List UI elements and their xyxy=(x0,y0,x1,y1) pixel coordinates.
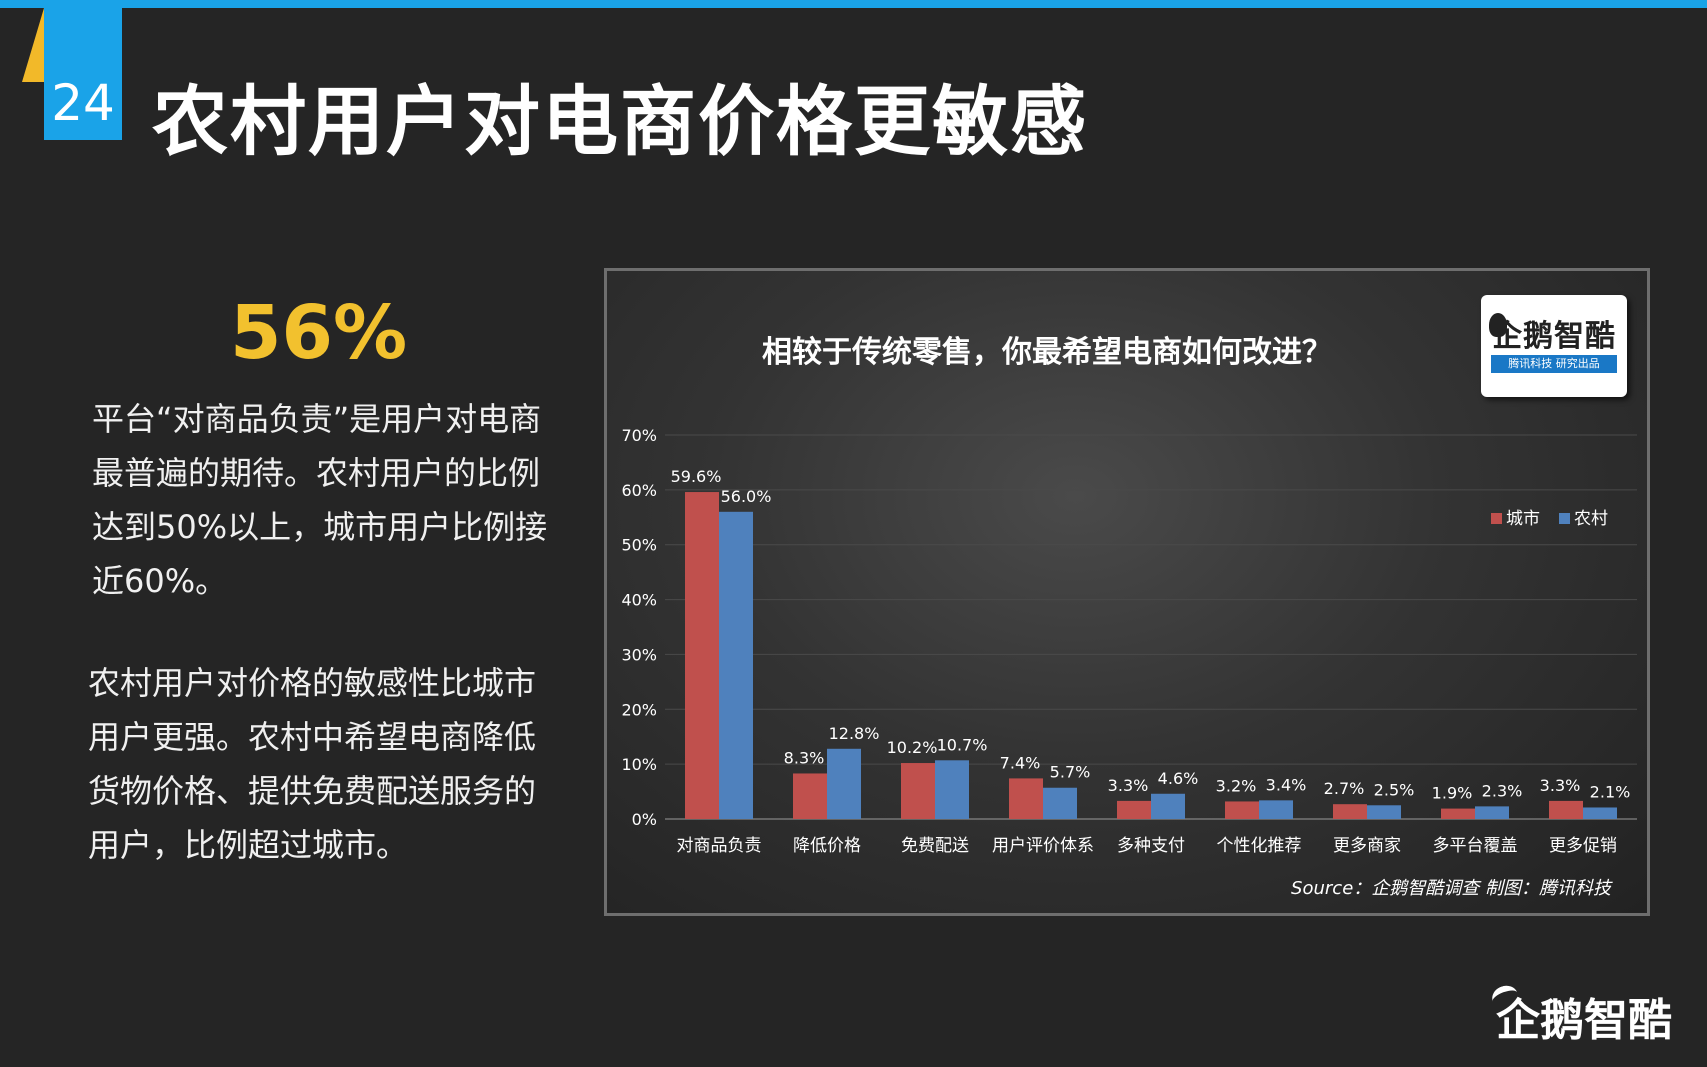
y-tick-label: 0% xyxy=(632,810,657,829)
y-tick-label: 50% xyxy=(621,536,657,555)
highlight-stat: 56% xyxy=(230,290,408,376)
logo-name: 企鹅智酷 xyxy=(1492,319,1616,354)
bar-chart: 0% 10% 20% 30% 40% 50% 60% 70% 59.6%56.0% 对商品负责 8.… xyxy=(621,426,1637,899)
x-tick-label: 更多商家 xyxy=(1333,836,1401,856)
bar-city xyxy=(1441,808,1475,819)
data-label: 3.3% xyxy=(1108,776,1149,795)
x-tick-label: 个性化推荐 xyxy=(1217,836,1302,856)
bar-city xyxy=(901,763,935,819)
legend-swatch xyxy=(1491,513,1502,524)
data-label: 2.5% xyxy=(1374,780,1415,799)
x-tick-label: 更多促销 xyxy=(1549,836,1617,856)
data-label: 2.7% xyxy=(1324,779,1365,798)
data-label: 59.6% xyxy=(671,467,722,486)
data-label: 2.1% xyxy=(1590,782,1631,801)
bar-city xyxy=(793,773,827,819)
source-note: Source：企鹅智酷调查 制图：腾讯科技 xyxy=(1291,878,1613,899)
data-label: 3.2% xyxy=(1216,776,1257,795)
x-tick-label: 免费配送 xyxy=(901,836,969,856)
bar-rural xyxy=(1475,806,1509,819)
bar-city xyxy=(1117,800,1151,819)
data-label: 10.2% xyxy=(887,738,938,757)
bar-city xyxy=(1225,801,1259,819)
bar-rural xyxy=(935,760,969,819)
bar-rural xyxy=(1583,807,1617,819)
x-tick-label: 对商品负责 xyxy=(677,836,762,856)
data-label: 10.7% xyxy=(937,735,988,754)
data-label: 3.3% xyxy=(1540,776,1581,795)
brand-logo-text: 企鹅智酷 xyxy=(1496,995,1672,1046)
bar-city xyxy=(1333,804,1367,819)
logo-subtitle: 腾讯科技 研究出品 xyxy=(1491,355,1617,373)
legend-label: 城市 xyxy=(1506,509,1540,529)
top-accent-bar xyxy=(0,0,1707,8)
chart-panel: 相较于传统零售，你最希望电商如何改进？ 0% 10% 20% 30% 40% 50% 60%… xyxy=(604,268,1650,916)
x-tick-label: 用户评价体系 xyxy=(992,836,1094,856)
description-paragraph-2: 农村用户对价格的敏感性比城市用户更强。农村中希望电商降低货物价格、提供免费配送服… xyxy=(88,664,537,864)
bar-city xyxy=(1549,800,1583,819)
bar-rural xyxy=(827,748,861,819)
bar-rural xyxy=(1043,787,1077,819)
x-tick-label: 降低价格 xyxy=(793,836,861,856)
x-tick-label: 多平台覆盖 xyxy=(1433,836,1518,856)
yellow-flag-decoration xyxy=(22,8,44,82)
description-paragraph-1: 平台“对商品负责”是用户对电商最普遍的期待。农村用户的比例达到50%以上，城市用… xyxy=(92,400,548,600)
x-tick-label: 多种支付 xyxy=(1117,836,1185,856)
data-label: 7.4% xyxy=(1000,753,1041,772)
chart-title: 相较于传统零售，你最希望电商如何改进？ xyxy=(762,335,1332,370)
y-tick-label: 40% xyxy=(621,591,657,610)
y-tick-label: 20% xyxy=(621,700,657,719)
data-label: 8.3% xyxy=(784,748,825,767)
data-label: 12.8% xyxy=(829,724,880,743)
logo-card: 企鹅智酷 腾讯科技 研究出品 xyxy=(1481,295,1627,397)
y-tick-label: 10% xyxy=(621,755,657,774)
y-tick-label: 60% xyxy=(621,481,657,500)
data-label: 56.0% xyxy=(721,487,772,506)
bar-rural xyxy=(1151,793,1185,819)
data-label: 5.7% xyxy=(1050,763,1091,782)
bar-city xyxy=(1009,778,1043,819)
data-label: 4.6% xyxy=(1158,769,1199,788)
bar-rural xyxy=(1367,805,1401,819)
data-label: 3.4% xyxy=(1266,775,1307,794)
legend-label: 农村 xyxy=(1574,509,1608,529)
page-number: 24 xyxy=(44,8,122,140)
y-tick-label: 30% xyxy=(621,645,657,664)
penguin-icon xyxy=(1489,313,1507,337)
bar-rural xyxy=(719,511,753,819)
legend-swatch xyxy=(1559,513,1570,524)
bar-rural xyxy=(1259,800,1293,819)
data-label: 1.9% xyxy=(1432,784,1473,803)
data-label: 2.3% xyxy=(1482,781,1523,800)
bar-city xyxy=(685,492,719,819)
page-title: 农村用户对电商价格更敏感 xyxy=(152,77,1088,166)
y-tick-label: 70% xyxy=(621,426,657,445)
